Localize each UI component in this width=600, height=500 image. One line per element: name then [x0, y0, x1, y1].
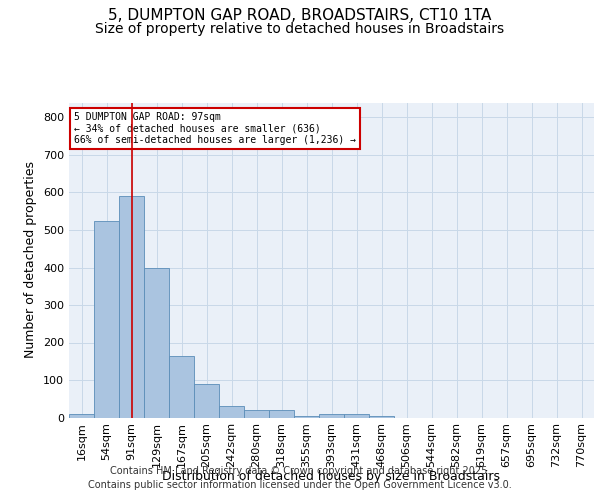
Bar [244, 410, 269, 418]
Bar [319, 414, 344, 418]
Text: 5, DUMPTON GAP ROAD, BROADSTAIRS, CT10 1TA: 5, DUMPTON GAP ROAD, BROADSTAIRS, CT10 1… [109, 8, 491, 22]
X-axis label: Distribution of detached houses by size in Broadstairs: Distribution of detached houses by size … [163, 470, 500, 484]
Bar [269, 410, 294, 418]
Bar [69, 414, 94, 418]
Bar [119, 196, 144, 418]
Bar [94, 220, 119, 418]
Text: 5 DUMPTON GAP ROAD: 97sqm
← 34% of detached houses are smaller (636)
66% of semi: 5 DUMPTON GAP ROAD: 97sqm ← 34% of detac… [74, 112, 356, 145]
Bar [219, 406, 244, 417]
Bar [294, 416, 319, 418]
Text: Size of property relative to detached houses in Broadstairs: Size of property relative to detached ho… [95, 22, 505, 36]
Bar [144, 268, 169, 418]
Bar [194, 384, 219, 418]
Text: Contains public sector information licensed under the Open Government Licence v3: Contains public sector information licen… [88, 480, 512, 490]
Y-axis label: Number of detached properties: Number of detached properties [25, 162, 37, 358]
Bar [169, 356, 194, 418]
Text: Contains HM Land Registry data © Crown copyright and database right 2025.: Contains HM Land Registry data © Crown c… [110, 466, 490, 476]
Bar [344, 414, 369, 418]
Bar [369, 416, 394, 418]
